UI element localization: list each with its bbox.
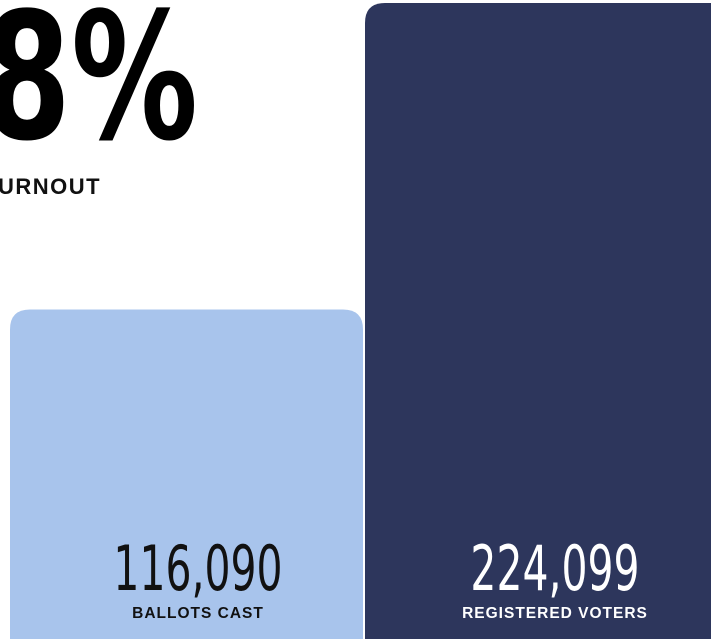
headline-group: 8% xyxy=(0,0,198,180)
value-label: 224,099 xyxy=(470,533,639,605)
category-label: BALLOTS CAST xyxy=(132,605,264,622)
value-label: 116,090 xyxy=(113,533,282,605)
category-label: REGISTERED VOTERS xyxy=(462,605,648,622)
subtitle: URNOUT xyxy=(0,174,101,199)
bar xyxy=(10,309,363,639)
value-label-group: 224,099 xyxy=(470,533,639,605)
headline: 8% xyxy=(0,0,198,180)
bar xyxy=(365,3,711,639)
value-label-group: 116,090 xyxy=(113,533,282,605)
